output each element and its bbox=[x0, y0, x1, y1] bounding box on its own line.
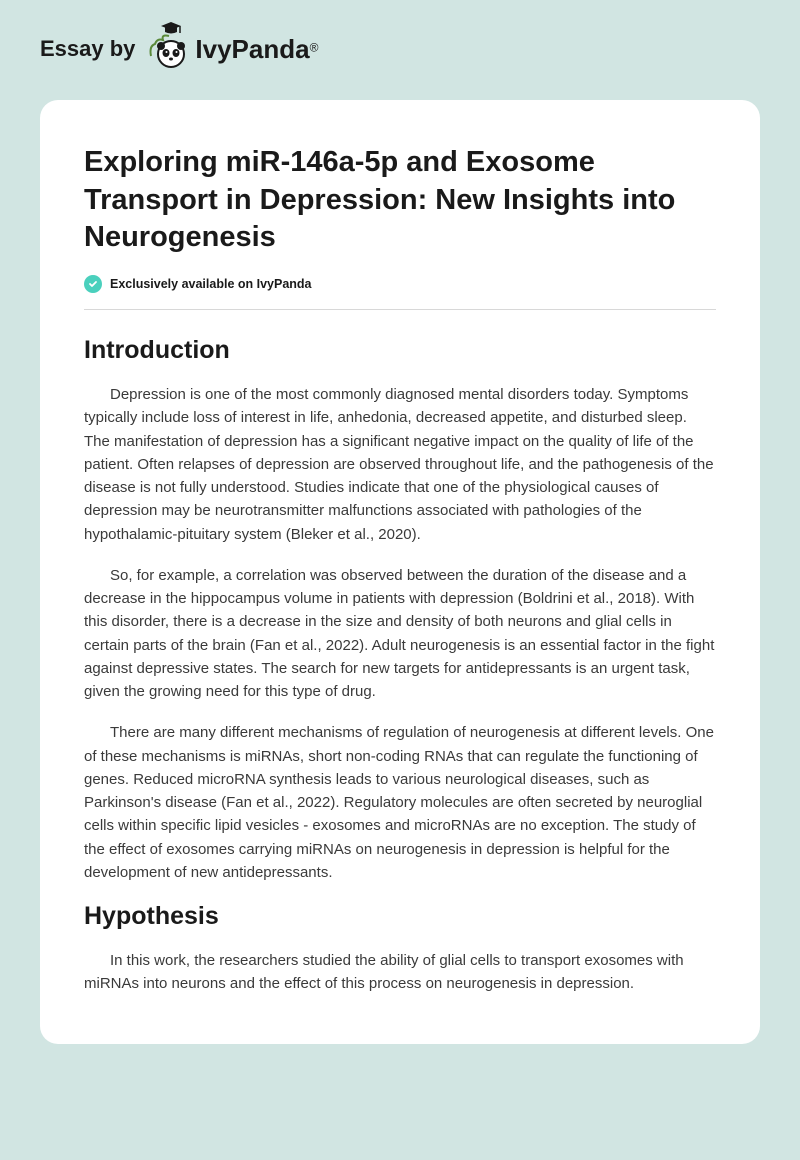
exclusive-badge: Exclusively available on IvyPanda bbox=[84, 275, 716, 310]
brand-logo: IvyPanda® bbox=[147, 28, 318, 70]
section-heading-hypothesis: Hypothesis bbox=[84, 902, 716, 931]
brand-name: IvyPanda® bbox=[195, 34, 318, 65]
check-icon bbox=[84, 275, 102, 293]
exclusive-label: Exclusively available on IvyPanda bbox=[110, 277, 312, 291]
essay-by-label: Essay by bbox=[40, 36, 135, 62]
section-heading-intro: Introduction bbox=[84, 336, 716, 365]
paragraph: In this work, the researchers studied th… bbox=[84, 949, 716, 996]
page-header: Essay by IvyPanda® bbox=[0, 0, 800, 90]
brand-name-text: IvyPanda bbox=[195, 34, 309, 64]
panda-icon bbox=[147, 28, 189, 70]
paragraph: There are many different mechanisms of r… bbox=[84, 721, 716, 884]
essay-card: Exploring miR-146a-5p and Exosome Transp… bbox=[40, 100, 760, 1044]
graduation-cap-icon bbox=[159, 20, 183, 36]
paragraph: So, for example, a correlation was obser… bbox=[84, 564, 716, 704]
paragraph: Depression is one of the most commonly d… bbox=[84, 383, 716, 546]
essay-title: Exploring miR-146a-5p and Exosome Transp… bbox=[84, 144, 716, 257]
registered-mark: ® bbox=[310, 40, 319, 54]
